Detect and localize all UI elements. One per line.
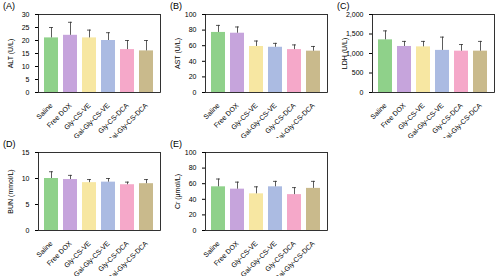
svg-text:20: 20 [22, 37, 30, 44]
svg-text:1,000: 1,000 [346, 50, 364, 57]
svg-text:Gal-Gly-CS-DCA: Gal-Gly-CS-DCA [106, 101, 149, 138]
svg-text:Free DOX: Free DOX [45, 101, 73, 129]
svg-text:15: 15 [22, 50, 30, 57]
html-text:(A): (A) [3, 1, 15, 11]
svg-text:BUN (mmol/L): BUN (mmol/L) [7, 169, 15, 213]
svg-text:LDH (U/L): LDH (U/L) [341, 38, 349, 70]
html-text:(D): (D) [3, 139, 16, 149]
svg-text:40: 40 [189, 58, 197, 65]
svg-text:Free DOX: Free DOX [212, 239, 240, 267]
svg-text:Gly-CS-DCA: Gly-CS-DCA [97, 101, 131, 135]
svg-text:Free DOX: Free DOX [45, 239, 73, 267]
svg-text:5: 5 [26, 201, 30, 208]
svg-text:10: 10 [22, 63, 30, 70]
svg-text:Gal-Gly-CS-DCA: Gal-Gly-CS-DCA [106, 239, 149, 276]
svg-text:10: 10 [22, 175, 30, 182]
html-text:(C): (C) [337, 1, 350, 11]
svg-text:80: 80 [189, 164, 197, 171]
svg-text:Gal-Gly-CS-DCA: Gal-Gly-CS-DCA [440, 101, 483, 138]
svg-text:Gly-CS-DCA: Gly-CS-DCA [264, 239, 298, 273]
svg-text:0: 0 [360, 89, 364, 96]
svg-text:20: 20 [189, 211, 197, 218]
svg-text:1,500: 1,500 [346, 30, 364, 37]
svg-text:Saline: Saline [202, 239, 221, 259]
svg-text:0: 0 [193, 227, 197, 234]
svg-text:Gal-Gly-CS-DCA: Gal-Gly-CS-DCA [273, 101, 316, 138]
svg-text:5: 5 [26, 76, 30, 83]
svg-text:Saline: Saline [35, 239, 54, 259]
svg-text:0: 0 [26, 89, 30, 96]
svg-text:500: 500 [352, 69, 364, 76]
svg-text:15: 15 [22, 149, 30, 156]
svg-text:Saline: Saline [202, 101, 221, 121]
svg-text:Gly-CS-DCA: Gly-CS-DCA [264, 101, 298, 135]
svg-text:Free DOX: Free DOX [379, 101, 407, 129]
svg-text:40: 40 [189, 196, 197, 203]
html-text:(E): (E) [170, 139, 182, 149]
svg-text:AST (U/L): AST (U/L) [174, 38, 182, 69]
svg-text:25: 25 [22, 24, 30, 31]
svg-text:Gal-Gly-CS-DCA: Gal-Gly-CS-DCA [273, 239, 316, 276]
svg-text:Cr (μmol/L): Cr (μmol/L) [174, 174, 182, 209]
svg-text:Gly-CS-DCA: Gly-CS-DCA [431, 101, 465, 135]
svg-text:0: 0 [193, 89, 197, 96]
svg-text:80: 80 [189, 26, 197, 33]
svg-text:100: 100 [185, 11, 197, 18]
svg-text:2,000: 2,000 [346, 11, 364, 18]
svg-text:Gly-CS-DCA: Gly-CS-DCA [97, 239, 131, 273]
svg-text:100: 100 [185, 149, 197, 156]
svg-text:0: 0 [26, 227, 30, 234]
svg-text:30: 30 [22, 11, 30, 18]
svg-text:Free DOX: Free DOX [212, 101, 240, 129]
svg-text:ALT (U/L): ALT (U/L) [7, 39, 15, 69]
svg-text:60: 60 [189, 180, 197, 187]
svg-text:Saline: Saline [369, 101, 388, 121]
html-text:(B): (B) [170, 1, 182, 11]
svg-text:Saline: Saline [35, 101, 54, 121]
svg-text:60: 60 [189, 42, 197, 49]
svg-text:20: 20 [189, 73, 197, 80]
